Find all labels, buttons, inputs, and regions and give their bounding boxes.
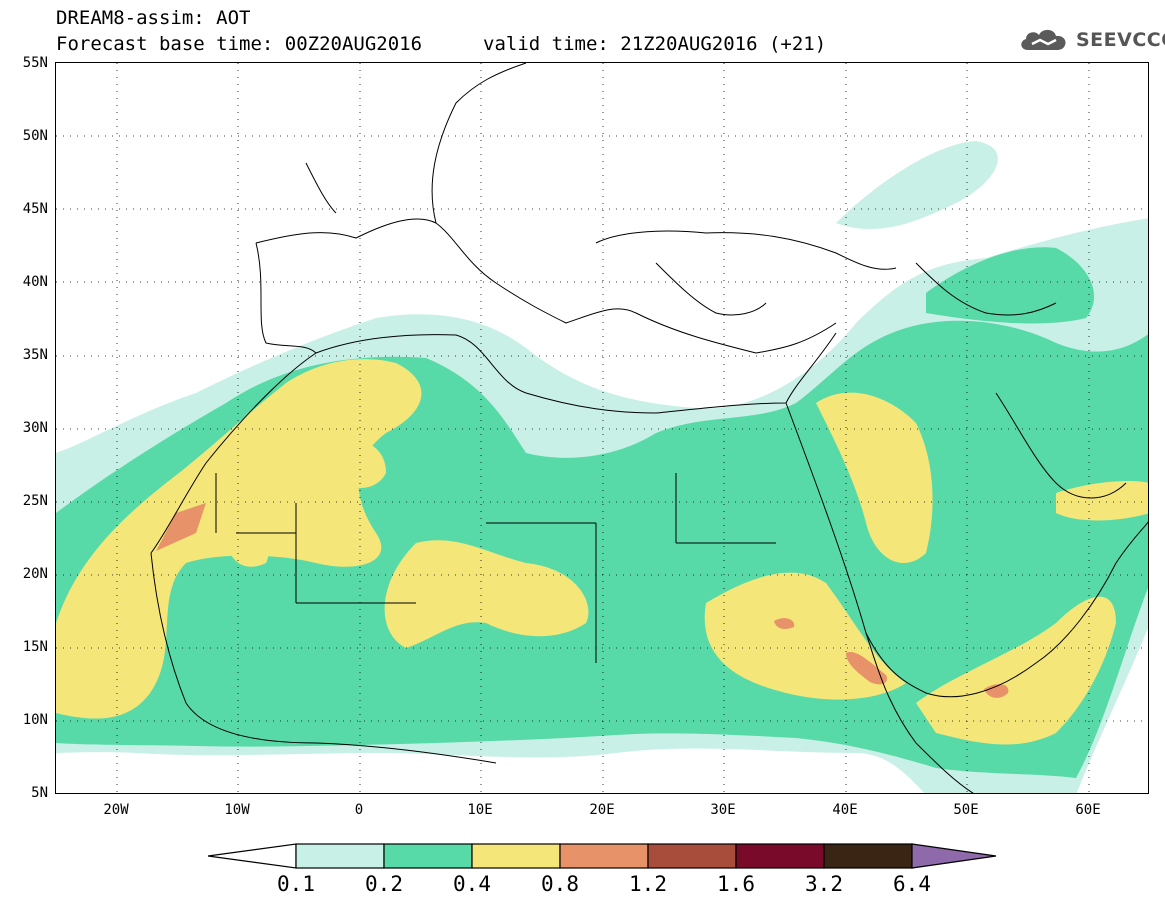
lat-label: 15N — [22, 639, 48, 655]
aot-map-svg — [56, 63, 1148, 793]
lon-label: 10W — [224, 802, 250, 818]
map-plot-area — [55, 62, 1149, 794]
valid-time: valid time: 21Z20AUG2016 (+21) — [483, 33, 827, 55]
colorbar-label: 0.2 — [365, 872, 403, 896]
lat-label: 25N — [22, 493, 48, 509]
coastlines — [150, 63, 1148, 793]
lat-label: 50N — [22, 128, 48, 144]
colorbar-label: 3.2 — [805, 872, 843, 896]
colorbar-label: 0.8 — [541, 872, 579, 896]
logo-text: SEEVCCC — [1076, 29, 1165, 51]
lon-label: 10E — [467, 802, 493, 818]
lat-label: 5N — [31, 785, 48, 801]
colorbar-label: 1.2 — [629, 872, 667, 896]
lon-label: 60E — [1075, 802, 1101, 818]
colorbar — [208, 843, 997, 869]
lat-label: 10N — [22, 712, 48, 728]
aot-band-0.8 — [156, 503, 1009, 698]
colorbar-segment — [735, 843, 825, 869]
colorbar-label: 0.4 — [453, 872, 491, 896]
seevccc-logo: SEEVCCC — [1018, 26, 1165, 54]
lon-label: 50E — [953, 802, 979, 818]
forecast-base-time: Forecast base time: 00Z20AUG2016 — [56, 33, 423, 55]
colorbar-label: 1.6 — [717, 872, 755, 896]
lat-label: 55N — [22, 55, 48, 71]
aot-band-0.4 — [56, 359, 1148, 745]
colorbar-segment — [471, 843, 561, 869]
colorbar-segment — [559, 843, 649, 869]
colorbar-segment — [823, 843, 913, 869]
lat-label: 40N — [22, 274, 48, 290]
colorbar-label: 6.4 — [893, 872, 931, 896]
lon-label: 40E — [832, 802, 858, 818]
lat-label: 20N — [22, 566, 48, 582]
cloud-logo-icon — [1021, 29, 1066, 50]
lat-label: 35N — [22, 347, 48, 363]
lon-label: 20W — [103, 802, 129, 818]
graticule — [56, 63, 1148, 793]
colorbar-segment-over — [911, 843, 997, 869]
colorbar-segment — [383, 843, 473, 869]
lon-label: 0 — [354, 802, 364, 818]
colorbar-segment-under — [208, 843, 297, 869]
lon-label: 20E — [589, 802, 615, 818]
colorbar-label: 0.1 — [277, 872, 315, 896]
lat-label: 30N — [22, 420, 48, 436]
map-title: DREAM8-assim: AOT — [56, 7, 251, 29]
colorbar-segment — [647, 843, 737, 869]
lon-label: 30E — [710, 802, 736, 818]
colorbar-segment — [295, 843, 385, 869]
lat-label: 45N — [22, 201, 48, 217]
